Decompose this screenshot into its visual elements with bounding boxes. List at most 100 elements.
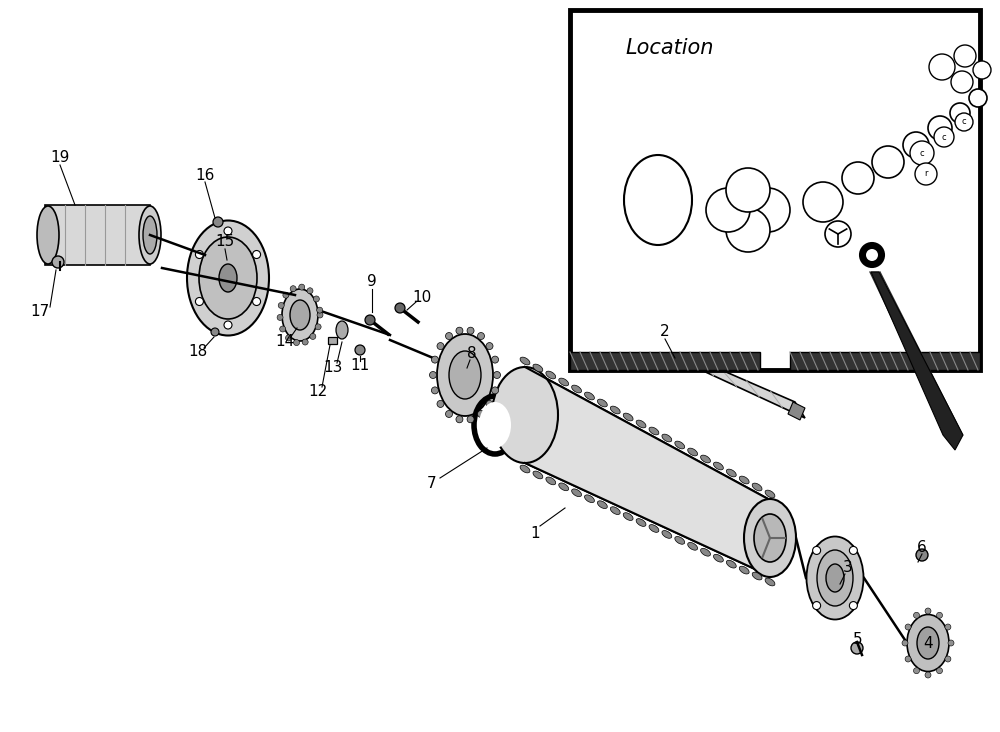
Text: 4: 4 bbox=[923, 635, 933, 651]
Circle shape bbox=[486, 343, 493, 350]
Text: 6: 6 bbox=[917, 540, 927, 556]
Circle shape bbox=[813, 546, 821, 554]
Ellipse shape bbox=[675, 441, 685, 449]
Text: 16: 16 bbox=[195, 168, 215, 182]
Ellipse shape bbox=[585, 495, 594, 503]
Ellipse shape bbox=[726, 168, 770, 212]
Circle shape bbox=[431, 387, 438, 394]
Circle shape bbox=[954, 45, 976, 67]
Ellipse shape bbox=[806, 537, 864, 619]
Ellipse shape bbox=[765, 578, 775, 586]
Ellipse shape bbox=[713, 462, 723, 470]
Text: Location: Location bbox=[625, 38, 714, 58]
Circle shape bbox=[294, 340, 300, 346]
Circle shape bbox=[928, 116, 952, 140]
Ellipse shape bbox=[649, 427, 659, 435]
Circle shape bbox=[929, 54, 955, 80]
Circle shape bbox=[467, 327, 474, 335]
Circle shape bbox=[803, 182, 843, 222]
Ellipse shape bbox=[492, 367, 558, 463]
Ellipse shape bbox=[479, 402, 511, 448]
Circle shape bbox=[310, 334, 316, 340]
Text: 11: 11 bbox=[350, 357, 370, 373]
Circle shape bbox=[211, 328, 219, 336]
Circle shape bbox=[955, 113, 973, 131]
Ellipse shape bbox=[290, 300, 310, 330]
Text: 14: 14 bbox=[275, 335, 295, 349]
Circle shape bbox=[365, 315, 375, 325]
Ellipse shape bbox=[675, 537, 685, 544]
Circle shape bbox=[286, 335, 292, 341]
Ellipse shape bbox=[572, 489, 582, 496]
Circle shape bbox=[313, 296, 319, 302]
Ellipse shape bbox=[199, 237, 257, 319]
Circle shape bbox=[925, 608, 931, 614]
Circle shape bbox=[315, 324, 321, 330]
Circle shape bbox=[915, 163, 937, 185]
Ellipse shape bbox=[559, 483, 569, 490]
Circle shape bbox=[851, 642, 863, 654]
Ellipse shape bbox=[219, 264, 237, 292]
Circle shape bbox=[278, 302, 284, 308]
Circle shape bbox=[307, 288, 313, 294]
Text: 9: 9 bbox=[367, 274, 377, 289]
Ellipse shape bbox=[597, 399, 607, 407]
Circle shape bbox=[860, 243, 884, 267]
Ellipse shape bbox=[520, 357, 530, 365]
Circle shape bbox=[866, 249, 878, 261]
Circle shape bbox=[849, 602, 857, 610]
Ellipse shape bbox=[706, 188, 750, 232]
Ellipse shape bbox=[623, 512, 633, 520]
Text: c: c bbox=[962, 118, 966, 127]
Text: 10: 10 bbox=[412, 291, 432, 305]
Circle shape bbox=[973, 61, 991, 79]
Circle shape bbox=[195, 297, 203, 305]
Circle shape bbox=[905, 624, 911, 630]
Ellipse shape bbox=[636, 519, 646, 526]
Ellipse shape bbox=[817, 550, 853, 606]
Ellipse shape bbox=[746, 188, 790, 232]
Ellipse shape bbox=[662, 434, 672, 442]
Circle shape bbox=[950, 103, 970, 123]
Text: 17: 17 bbox=[30, 305, 50, 319]
Bar bbox=[328, 337, 337, 344]
Circle shape bbox=[969, 89, 987, 107]
Circle shape bbox=[299, 284, 305, 290]
Ellipse shape bbox=[765, 490, 775, 498]
Circle shape bbox=[945, 656, 951, 662]
Ellipse shape bbox=[143, 216, 157, 254]
Circle shape bbox=[872, 146, 904, 178]
Bar bbox=[570, 352, 760, 370]
Text: 18: 18 bbox=[188, 345, 208, 359]
Ellipse shape bbox=[826, 564, 844, 592]
Ellipse shape bbox=[187, 220, 269, 335]
Circle shape bbox=[936, 612, 942, 619]
Ellipse shape bbox=[636, 420, 646, 428]
Circle shape bbox=[914, 668, 920, 673]
Text: 3: 3 bbox=[843, 561, 853, 575]
Circle shape bbox=[903, 132, 929, 158]
Circle shape bbox=[813, 602, 821, 610]
Circle shape bbox=[355, 345, 365, 355]
Ellipse shape bbox=[744, 499, 796, 577]
Ellipse shape bbox=[546, 371, 556, 379]
Text: 12: 12 bbox=[308, 384, 328, 400]
Circle shape bbox=[494, 372, 501, 378]
Polygon shape bbox=[871, 272, 963, 450]
Polygon shape bbox=[625, 328, 805, 418]
Text: r: r bbox=[924, 170, 928, 179]
Circle shape bbox=[951, 71, 973, 93]
Ellipse shape bbox=[726, 208, 770, 252]
Circle shape bbox=[302, 339, 308, 345]
Circle shape bbox=[456, 327, 463, 335]
Circle shape bbox=[842, 162, 874, 194]
Ellipse shape bbox=[336, 321, 348, 339]
Text: 19: 19 bbox=[50, 151, 70, 165]
Circle shape bbox=[213, 217, 223, 227]
Circle shape bbox=[492, 356, 499, 363]
Circle shape bbox=[945, 624, 951, 630]
Ellipse shape bbox=[610, 507, 620, 515]
Ellipse shape bbox=[572, 385, 582, 393]
Circle shape bbox=[395, 303, 405, 313]
Circle shape bbox=[446, 411, 452, 417]
